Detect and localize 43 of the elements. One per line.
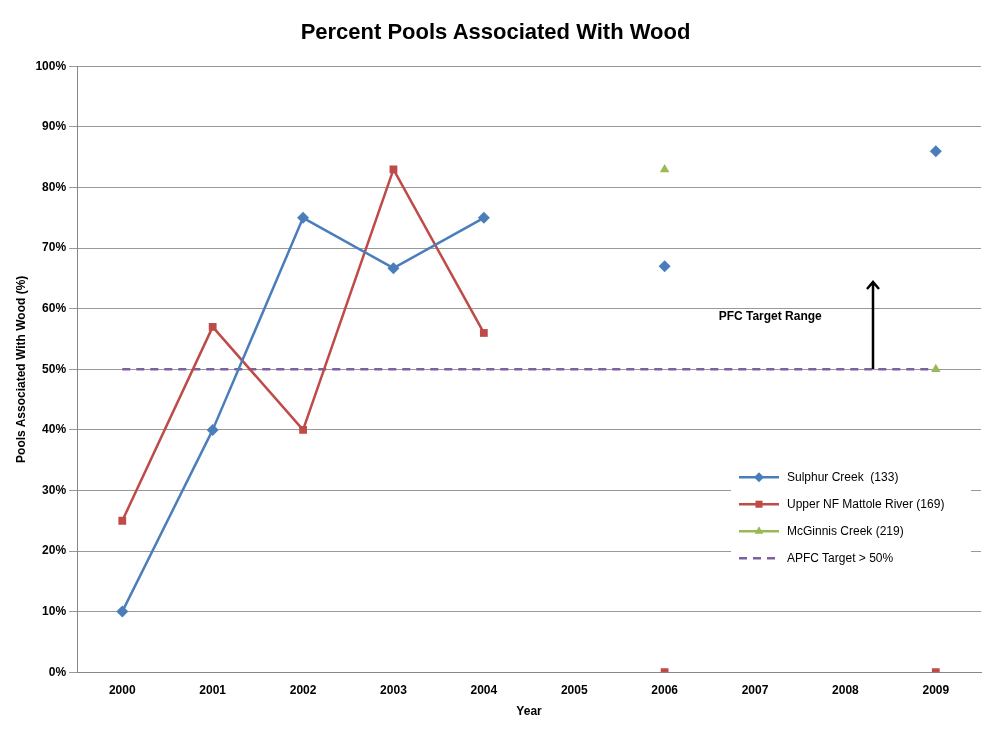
point bbox=[116, 605, 129, 618]
chart-title: Percent Pools Associated With Wood bbox=[300, 19, 691, 45]
y-tick-label: 50% bbox=[42, 361, 67, 376]
x-tick-label: 2003 bbox=[380, 682, 408, 697]
y-tick-label: 30% bbox=[42, 482, 67, 497]
annotation: PFC Target Range bbox=[718, 308, 823, 323]
point bbox=[929, 145, 942, 158]
legend-label: McGinnis Creek (219) bbox=[787, 523, 904, 538]
legend-label: Upper NF Mattole River (169) bbox=[787, 496, 945, 511]
y-tick-label: 60% bbox=[42, 301, 67, 316]
y-axis-title: Pools Associated With Wood (%) bbox=[13, 275, 28, 463]
x-tick-label: 2008 bbox=[832, 682, 860, 697]
x-tick-label: 2002 bbox=[289, 682, 317, 697]
point bbox=[659, 163, 670, 173]
point bbox=[479, 329, 488, 337]
point bbox=[208, 323, 217, 331]
y-tick-label: 20% bbox=[42, 543, 67, 558]
y-tick-label: 80% bbox=[42, 179, 67, 194]
point bbox=[389, 165, 398, 174]
point bbox=[931, 363, 941, 373]
point bbox=[477, 211, 490, 224]
point bbox=[387, 262, 400, 275]
y-tick-label: 10% bbox=[42, 603, 67, 618]
x-tick-label: 2005 bbox=[560, 682, 588, 697]
point bbox=[297, 211, 310, 224]
point bbox=[299, 425, 307, 434]
x-tick-label: 2006 bbox=[651, 682, 679, 697]
x-tick-label: 2000 bbox=[108, 682, 136, 697]
legend-label: Sulphur Creek (133) bbox=[787, 469, 899, 484]
y-tick-label: 90% bbox=[42, 119, 67, 134]
point bbox=[118, 516, 127, 525]
y-tick-label: 40% bbox=[42, 422, 67, 437]
x-tick-label: 2007 bbox=[741, 682, 769, 697]
x-tick-label: 2001 bbox=[199, 682, 227, 697]
y-tick-label: 100% bbox=[35, 58, 67, 73]
x-tick-label: 2009 bbox=[922, 682, 950, 697]
x-tick-label: 2004 bbox=[470, 682, 498, 697]
x-axis-title: Year bbox=[516, 704, 543, 719]
y-tick-label: 0% bbox=[48, 664, 67, 679]
point bbox=[206, 423, 219, 436]
point bbox=[658, 260, 671, 273]
legend-label: APFC Target > 50% bbox=[787, 550, 894, 565]
y-tick-label: 70% bbox=[42, 240, 67, 255]
